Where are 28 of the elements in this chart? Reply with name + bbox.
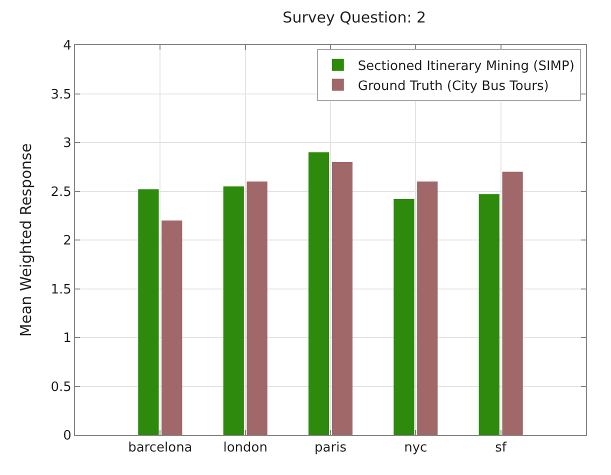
legend-label: Ground Truth (City Bus Tours)	[358, 78, 549, 94]
x-tick-label: barcelona	[128, 440, 192, 456]
bar	[332, 162, 353, 435]
y-axis-title: Mean Weighted Response	[16, 143, 35, 337]
bar	[394, 199, 414, 435]
legend-label: Sectioned Itinerary Mining (SIMP)	[358, 58, 574, 74]
bar	[308, 152, 330, 435]
bar	[417, 182, 438, 435]
x-tick-label: nyc	[404, 440, 428, 456]
chart-title: Survey Question: 2	[282, 8, 426, 26]
bar	[478, 194, 500, 435]
x-tick-label: paris	[314, 440, 347, 456]
y-tick-label: 0	[63, 428, 72, 444]
y-tick-label: 1	[63, 331, 72, 346]
x-tick-label: sf	[495, 440, 507, 456]
y-tick-label: 4	[63, 38, 72, 54]
bar	[246, 182, 268, 435]
y-tick-label: 3	[63, 136, 72, 152]
bar	[502, 172, 523, 435]
bar	[223, 186, 244, 435]
x-tick-label: london	[223, 440, 268, 456]
y-tick-label: 0.5	[50, 380, 72, 395]
y-tick-label: 1.5	[50, 282, 72, 298]
y-tick-label: 2	[63, 234, 72, 249]
bar	[138, 189, 159, 435]
y-tick-label: 3.5	[50, 87, 72, 102]
y-tick-label: 2.5	[50, 184, 72, 200]
bar	[162, 220, 182, 435]
